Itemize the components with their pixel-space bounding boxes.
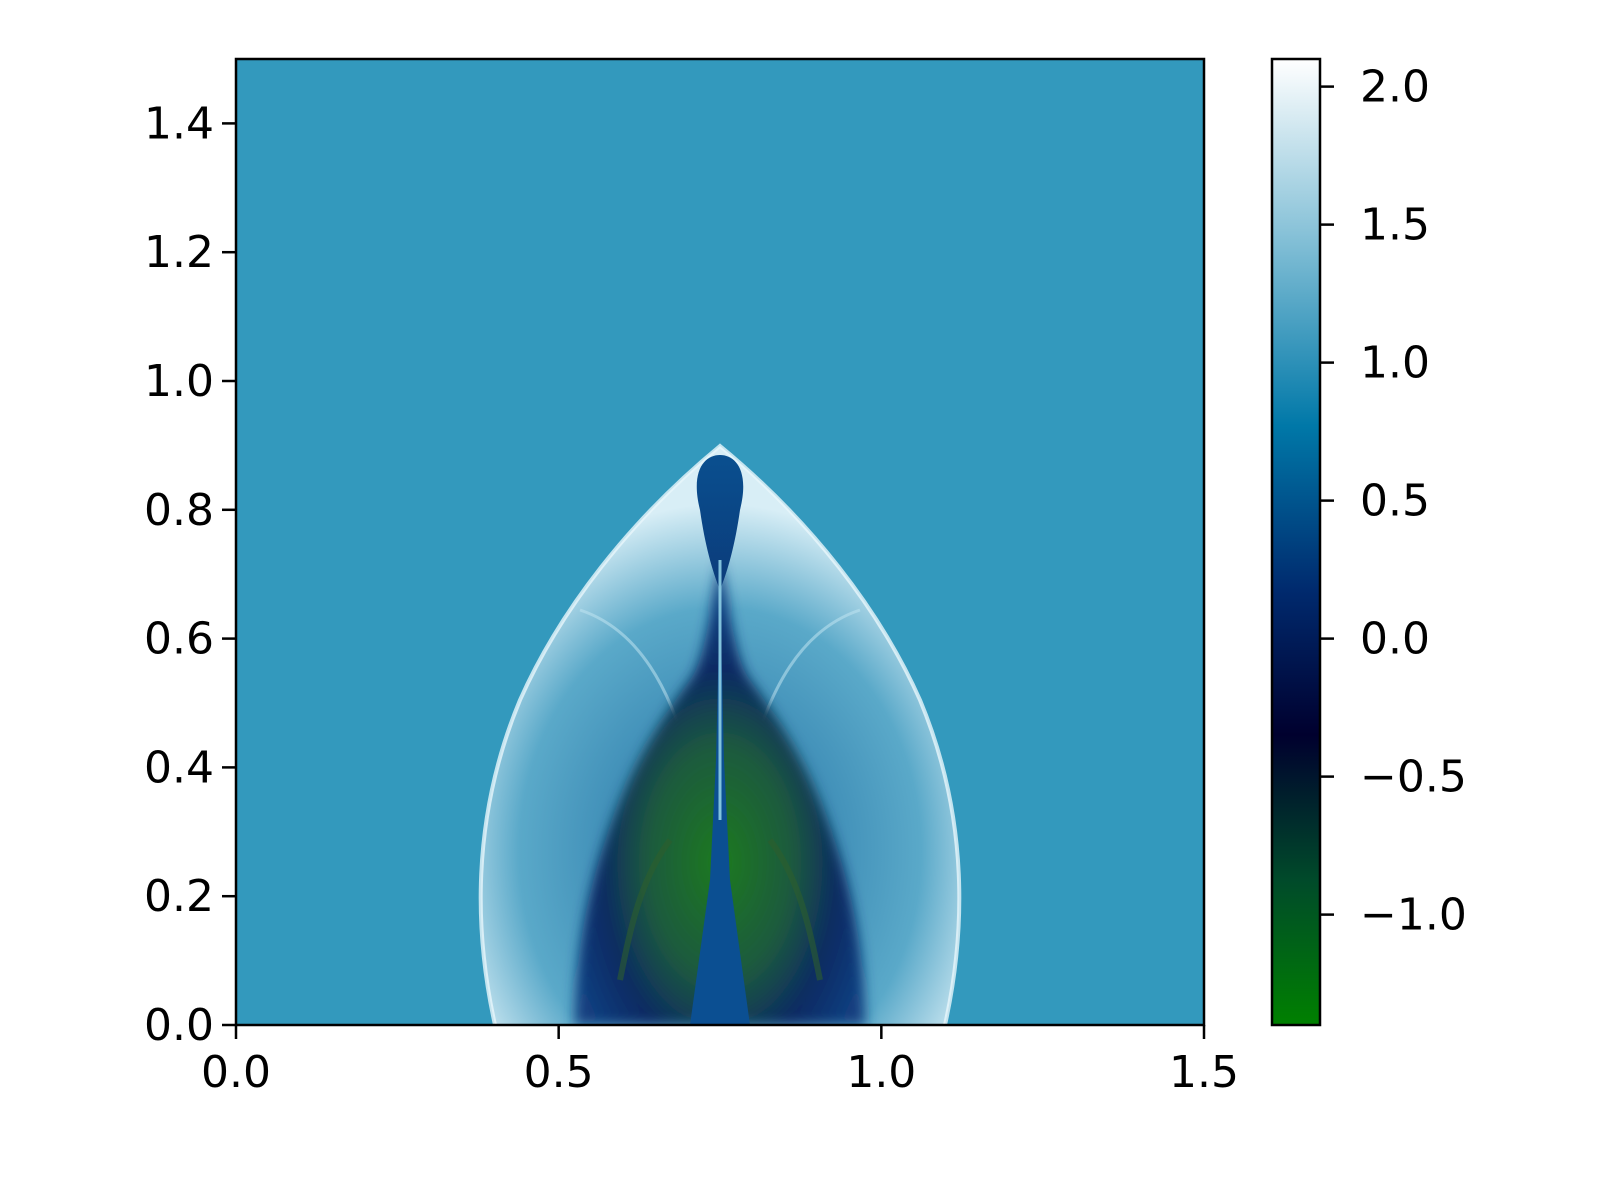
colorbar: 2.0 1.5 1.0 0.5 0.0 −0.5 −1.0 (1270, 57, 1467, 1027)
y-tick-label: 0.6 (144, 614, 214, 665)
colorbar-frame (1270, 57, 1322, 1027)
colorbar-gradient (1272, 59, 1320, 1025)
x-tick-label: 0.5 (524, 1047, 594, 1098)
y-tick-label: 0.8 (144, 485, 214, 536)
shear-streak-left (617, 838, 673, 981)
colorbar-ticks: 2.0 1.5 1.0 0.5 0.0 −0.5 −1.0 (1320, 62, 1467, 941)
colorbar-tick-label: 0.5 (1360, 476, 1430, 527)
y-tick-label: 1.2 (144, 227, 214, 278)
colorbar-tick-label: −0.5 (1360, 752, 1467, 803)
y-tick-label: 1.4 (144, 98, 214, 149)
colorbar-tick-label: −1.0 (1360, 890, 1467, 941)
shear-streak-right (767, 838, 823, 981)
y-tick-label: 0.4 (144, 742, 214, 793)
x-tick-label: 0.0 (201, 1047, 271, 1098)
y-tick-label: 1.0 (144, 356, 214, 407)
colorbar-tick-label: 1.5 (1360, 200, 1430, 251)
y-tick-label: 0.2 (144, 871, 214, 922)
plot-area (236, 59, 1204, 1025)
y-axis: 0.0 0.2 0.4 0.6 0.8 1.0 1.2 1.4 (144, 98, 236, 1051)
colorbar-tick-label: 0.0 (1360, 614, 1430, 665)
x-axis: 0.0 0.5 1.0 1.5 (201, 1025, 1239, 1098)
jet-head (696, 455, 744, 590)
bow-shock-rim (478, 443, 962, 1025)
x-tick-label: 1.0 (846, 1047, 916, 1098)
x-tick-label: 1.5 (1169, 1047, 1239, 1098)
plot-frame (234, 57, 1206, 1027)
colorbar-tick-label: 1.0 (1360, 338, 1430, 389)
y-tick-label: 0.0 (144, 1000, 214, 1051)
colorbar-tick-label: 2.0 (1360, 62, 1430, 113)
